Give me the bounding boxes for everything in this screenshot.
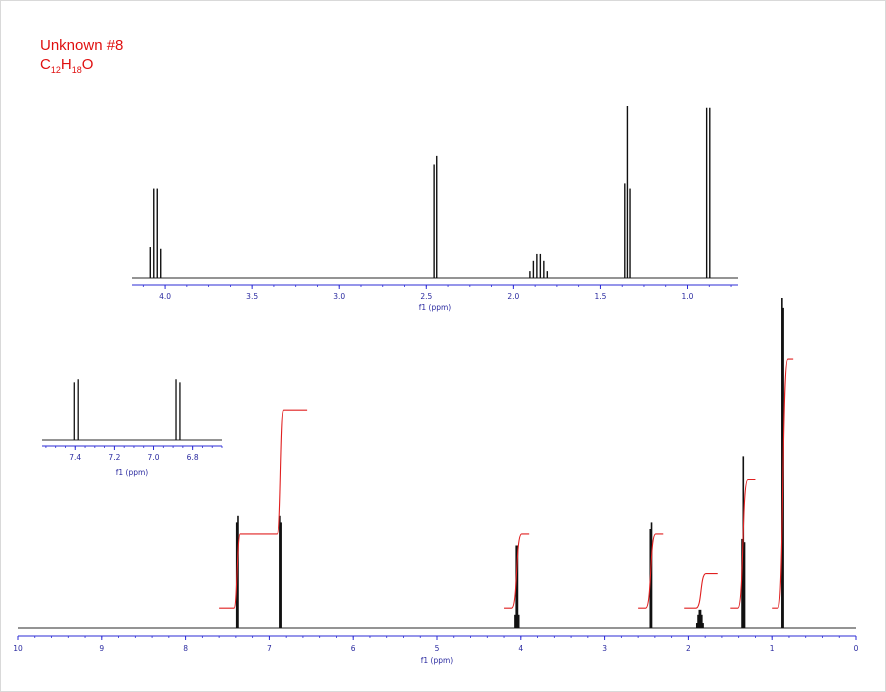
inset-upfield-tick-label-3: 2.5 bbox=[420, 292, 432, 301]
inset-upfield-tick-label-0: 4.0 bbox=[159, 292, 171, 301]
full-spectrum-tick-label-0: 10 bbox=[13, 644, 23, 653]
full-spectrum-tick-label-6: 4 bbox=[518, 644, 523, 653]
formula-carbon: C bbox=[40, 56, 51, 73]
full-spectrum-tick-label-3: 7 bbox=[267, 644, 272, 653]
inset-aromatic-axis-title: f1 (ppm) bbox=[116, 468, 149, 477]
full-spectrum-tick-label-9: 1 bbox=[770, 644, 775, 653]
inset-aromatic-tick-label-3: 6.8 bbox=[187, 453, 199, 462]
title-formula: C12H18O bbox=[40, 56, 93, 75]
full-spectrum-tick-label-1: 9 bbox=[99, 644, 104, 653]
integral-curve-1 bbox=[504, 533, 530, 609]
full-spectrum-tick-label-2: 8 bbox=[183, 644, 188, 653]
formula-hydrogen: H bbox=[60, 56, 72, 73]
integral-curve-0 bbox=[219, 409, 308, 609]
inset-upfield-axis-title: f1 (ppm) bbox=[419, 303, 452, 312]
full-spectrum-tick-label-10: 0 bbox=[854, 644, 859, 653]
integral-curve-3 bbox=[684, 573, 718, 609]
inset-upfield-tick-label-6: 1.0 bbox=[682, 292, 694, 301]
inset-upfield-tick-label-4: 2.0 bbox=[507, 292, 519, 301]
full-spectrum-tick-label-8: 2 bbox=[686, 644, 691, 653]
inset-aromatic-tick-label-1: 7.2 bbox=[108, 453, 120, 462]
inset-aromatic-tick-label-2: 7.0 bbox=[148, 453, 160, 462]
full-spectrum-tick-label-7: 3 bbox=[602, 644, 607, 653]
inset-upfield-tick-label-1: 3.5 bbox=[246, 292, 258, 301]
inset-aromatic-tick-label-0: 7.4 bbox=[69, 453, 81, 462]
full-spectrum-tick-label-4: 6 bbox=[351, 644, 356, 653]
title-unknown-label: Unknown #8 bbox=[40, 37, 124, 54]
integral-curve-2 bbox=[638, 533, 664, 609]
inset-upfield-tick-label-2: 3.0 bbox=[333, 292, 345, 301]
formula-oxygen: O bbox=[81, 56, 94, 73]
formula-carbon-count: 12 bbox=[50, 65, 61, 75]
full-spectrum-axis-title: f1 (ppm) bbox=[421, 656, 454, 665]
inset-upfield-tick-label-5: 1.5 bbox=[594, 292, 606, 301]
formula-hydrogen-count: 18 bbox=[71, 65, 82, 75]
full-spectrum-tick-label-5: 5 bbox=[435, 644, 440, 653]
integral-curve-4 bbox=[730, 478, 756, 609]
integral-curve-5 bbox=[772, 358, 794, 609]
